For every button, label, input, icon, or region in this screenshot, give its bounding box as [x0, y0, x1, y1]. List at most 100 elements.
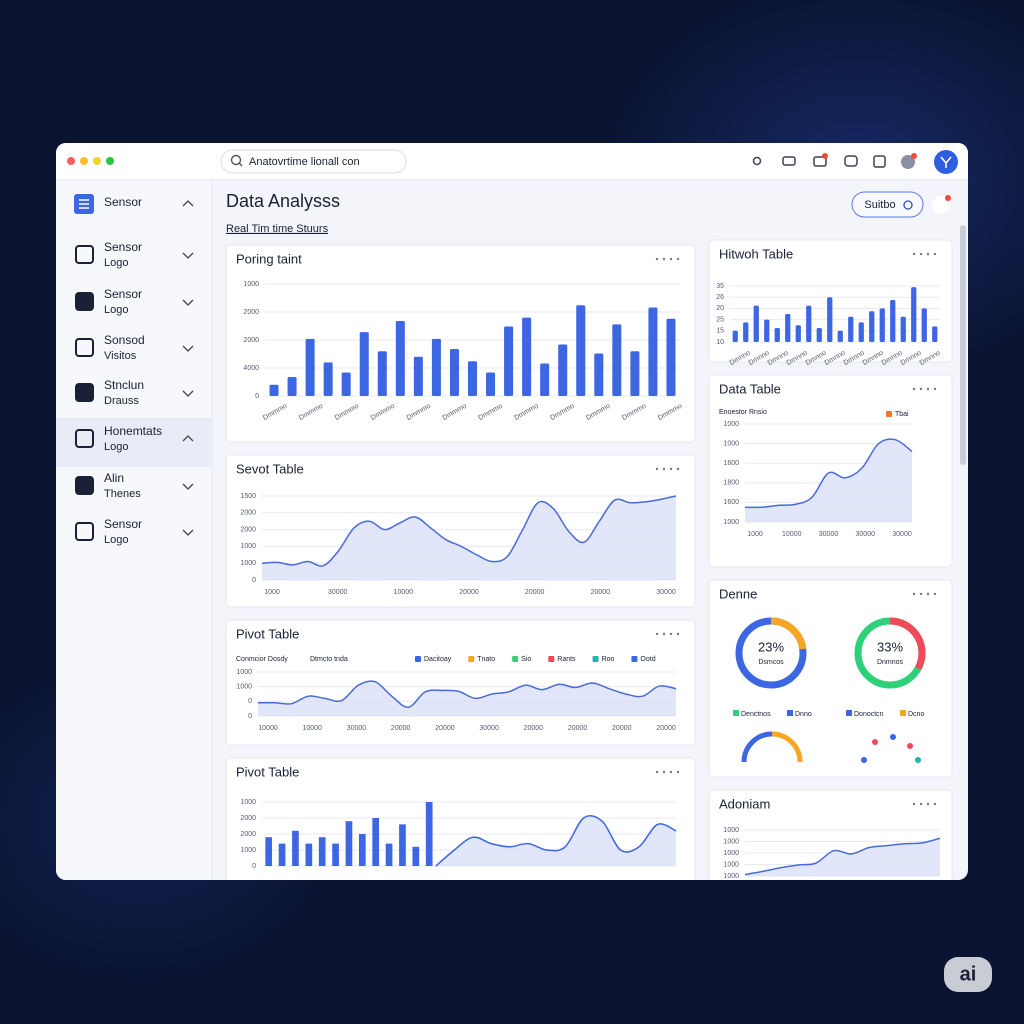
- bar: [785, 314, 791, 342]
- bar: [395, 320, 405, 396]
- y-tick-label: 15: [716, 328, 724, 335]
- chevron: [182, 529, 194, 536]
- sidebar-item[interactable]: Sensor Logo: [75, 287, 194, 316]
- x-tick-label: 20000: [612, 725, 632, 732]
- card-title: Pivot Table: [236, 764, 299, 779]
- y-tick-label: 1600: [723, 499, 739, 506]
- menu-dot: [655, 770, 659, 774]
- y-tick-label: 2000: [240, 815, 256, 822]
- bar: [921, 308, 927, 342]
- x-tick-label: 10000: [782, 531, 802, 538]
- sidebar-sub: Logo: [104, 257, 128, 269]
- sidebar-item[interactable]: Stnclun Drauss: [75, 378, 194, 407]
- sidebar-item[interactable]: Honemtats Logo: [75, 424, 194, 453]
- x-tick-label: 30000: [347, 725, 367, 732]
- y-tick-label: 0: [252, 577, 256, 584]
- scrollbar[interactable]: [960, 225, 966, 465]
- y-tick-label: 1000: [240, 560, 256, 567]
- active-item: [56, 418, 212, 467]
- bar: [377, 351, 387, 396]
- sidebar-item[interactable]: Sensor Logo: [75, 240, 194, 269]
- ai-badge-text: ai: [960, 963, 977, 985]
- sidebar-item[interactable]: Alin Thenes: [75, 471, 194, 500]
- x-tick-label: 1000: [264, 589, 280, 596]
- user-badge[interactable]: [932, 196, 950, 214]
- chevron: [182, 435, 194, 442]
- y-tick-label: 0: [255, 393, 259, 400]
- search-box[interactable]: [220, 149, 407, 174]
- menu-dot: [655, 632, 659, 636]
- bar: [425, 802, 433, 866]
- legend-label: Rants: [557, 656, 576, 663]
- menu-dot: [662, 632, 666, 636]
- bar: [858, 322, 864, 342]
- sidebar-title: Alin: [104, 471, 124, 485]
- area: [745, 439, 912, 522]
- legend-swatch: [548, 656, 555, 662]
- menu-dot: [662, 467, 666, 471]
- menu-dot: [919, 252, 923, 256]
- bar: [743, 322, 749, 342]
- button[interactable]: [851, 191, 924, 218]
- scatter-dot: [861, 757, 867, 763]
- bar: [837, 330, 843, 342]
- card: Adoniam 1000 1000 1000 1000 1000: [708, 789, 953, 880]
- legend-label: Tnato: [477, 656, 495, 663]
- bar: [265, 837, 273, 866]
- sidebar-title: Honemtats: [104, 424, 162, 438]
- bar: [540, 363, 550, 396]
- menu-dot: [912, 802, 916, 806]
- bar: [594, 353, 604, 396]
- search-text: Anatovrtime lionall con: [249, 156, 360, 168]
- line: [261, 495, 677, 567]
- x-tick-label: 30000: [856, 531, 876, 538]
- menu-dot: [669, 467, 673, 471]
- icon: [75, 522, 94, 541]
- bar: [816, 328, 822, 342]
- card-title: Pivot Table: [236, 626, 299, 641]
- card: Data Table 1000 1600 1800 1600 1000 1000 1000 10…: [708, 374, 953, 568]
- sidebar-item[interactable]: Sonsod Visitos: [75, 333, 194, 362]
- legend-swatch: [468, 656, 475, 662]
- sidebar-item[interactable]: Sensor Logo: [75, 517, 194, 546]
- y-tick-label: 1500: [240, 493, 256, 500]
- window-dot[interactable]: [93, 157, 101, 165]
- link[interactable]: Real Tim time Stuurs: [226, 223, 329, 235]
- area: [262, 496, 676, 580]
- sidebar-item[interactable]: Sensor: [74, 194, 194, 214]
- icon[interactable]: [813, 156, 827, 167]
- bar: [358, 834, 366, 866]
- chevron: [182, 252, 194, 259]
- window-dot[interactable]: [80, 157, 88, 165]
- bar: [576, 305, 586, 396]
- window-dot[interactable]: [67, 157, 75, 165]
- y-tick-label: 1000: [723, 838, 739, 845]
- page-title: Data Analysss: [226, 191, 340, 211]
- donut-label: 33%: [877, 639, 903, 654]
- icon[interactable]: [782, 156, 796, 166]
- donut-arc: [854, 617, 926, 689]
- window-dot[interactable]: [106, 157, 114, 165]
- donut-arc: [735, 617, 807, 689]
- bar: [431, 338, 441, 396]
- card: Hitwoh Table101525202635DmnnoDmnnoDmnnoD…: [708, 239, 953, 367]
- icon[interactable]: [873, 155, 886, 168]
- y-tick-label: 4000: [243, 365, 259, 372]
- bar: [900, 316, 906, 342]
- menu-dot: [676, 467, 680, 471]
- icon: [75, 245, 94, 264]
- bar: [764, 319, 770, 342]
- bar: [345, 821, 353, 866]
- icon[interactable]: [844, 155, 858, 167]
- bar: [413, 356, 423, 396]
- menu-dot: [662, 770, 666, 774]
- menu-dot: [655, 467, 659, 471]
- icon[interactable]: [752, 156, 762, 166]
- sidebar-sub: Logo: [104, 534, 128, 546]
- menu-dot: [926, 387, 930, 391]
- y-tick-label: 1000: [723, 861, 739, 868]
- card-title: Adoniam: [719, 796, 770, 811]
- y-tick-label: 0: [252, 863, 256, 870]
- sidebar-sub: Logo: [104, 304, 128, 316]
- avatar[interactable]: [901, 155, 915, 169]
